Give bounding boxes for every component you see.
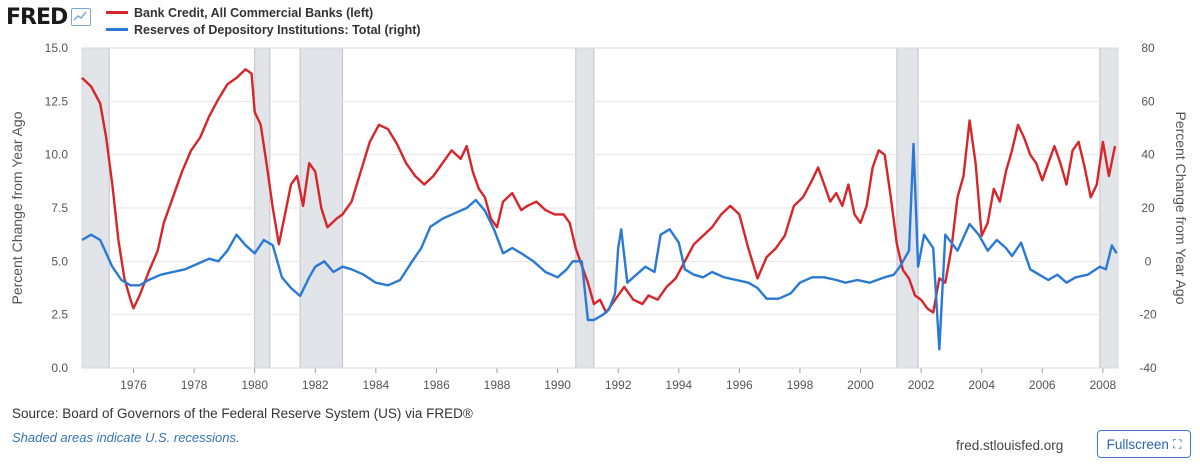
- x-tick-label: 1984: [362, 378, 389, 392]
- x-tick-label: 1976: [120, 378, 147, 392]
- legend-label-bank-credit: Bank Credit, All Commercial Banks (left): [134, 5, 374, 20]
- x-tick-label: 1990: [544, 378, 571, 392]
- fullscreen-button[interactable]: Fullscreen ⛶: [1097, 430, 1191, 458]
- y-left-tick-label: 5.0: [51, 254, 68, 268]
- y-right-tick-label: 0: [1145, 254, 1152, 268]
- fullscreen-label: Fullscreen: [1106, 436, 1169, 452]
- x-tick-label: 2008: [1090, 378, 1117, 392]
- source-text: Source: Board of Governors of the Federa…: [12, 406, 473, 421]
- x-tick-label: 1986: [423, 378, 450, 392]
- legend-swatch-bank-credit: [106, 11, 128, 14]
- legend-item-reserves[interactable]: Reserves of Depository Institutions: Tot…: [106, 21, 421, 38]
- y-right-tick-label: -40: [1139, 361, 1157, 375]
- y-left-tick-label: 12.5: [45, 94, 69, 108]
- fred-logo-text: FRED: [6, 4, 68, 30]
- x-tick-label: 1996: [726, 378, 753, 392]
- x-tick-label: 2000: [847, 378, 874, 392]
- legend-item-bank-credit[interactable]: Bank Credit, All Commercial Banks (left): [106, 4, 421, 21]
- x-tick-label: 1998: [787, 378, 814, 392]
- y-right-tick-label: -20: [1139, 308, 1157, 322]
- y-left-tick-label: 10.0: [45, 148, 69, 162]
- line-graph-icon: [71, 8, 92, 26]
- y-right-tick-label: 80: [1141, 41, 1155, 55]
- x-tick-label: 1982: [302, 378, 329, 392]
- plot-frame: [81, 47, 1119, 369]
- x-tick-label: 1994: [665, 378, 692, 392]
- series-line-bank-credit: [81, 68, 1117, 314]
- y-left-tick-label: 15.0: [45, 41, 69, 55]
- x-tick-label: 1992: [605, 378, 632, 392]
- y-right-tick-label: 60: [1141, 94, 1155, 108]
- fred-logo[interactable]: FRED: [6, 2, 92, 32]
- legend-swatch-reserves: [106, 28, 128, 31]
- x-tick-label: 2006: [1029, 378, 1056, 392]
- y-right-tick-label: 40: [1141, 148, 1155, 162]
- series-line-reserves: [81, 142, 1118, 351]
- y-left-tick-label: 0.0: [51, 361, 68, 375]
- chart-legend: Bank Credit, All Commercial Banks (left)…: [106, 4, 421, 38]
- x-tick-label: 1978: [181, 378, 208, 392]
- x-tick-label: 2002: [908, 378, 935, 392]
- x-tick-label: 2004: [968, 378, 995, 392]
- y-right-axis-title: Percent Change from Year Ago: [1173, 111, 1189, 304]
- x-tick-label: 1988: [484, 378, 511, 392]
- recession-note: Shaded areas indicate U.S. recessions.: [12, 430, 240, 445]
- chart-svg: 0.0 2.5 5.0 7.5 10.0 12.5 15.0 -40 -20 0 20 40 60 80 1…: [9, 41, 1189, 392]
- y-left-axis-title: Percent Change from Year Ago: [9, 111, 25, 304]
- y-right-tick-label: 20: [1141, 201, 1155, 215]
- y-left-tick-label: 2.5: [51, 308, 68, 322]
- legend-label-reserves: Reserves of Depository Institutions: Tot…: [134, 22, 421, 37]
- y-left-tick-label: 7.5: [51, 201, 68, 215]
- x-tick-label: 1980: [241, 378, 268, 392]
- site-url[interactable]: fred.stlouisfed.org: [956, 438, 1064, 453]
- expand-icon: ⛶: [1172, 436, 1182, 451]
